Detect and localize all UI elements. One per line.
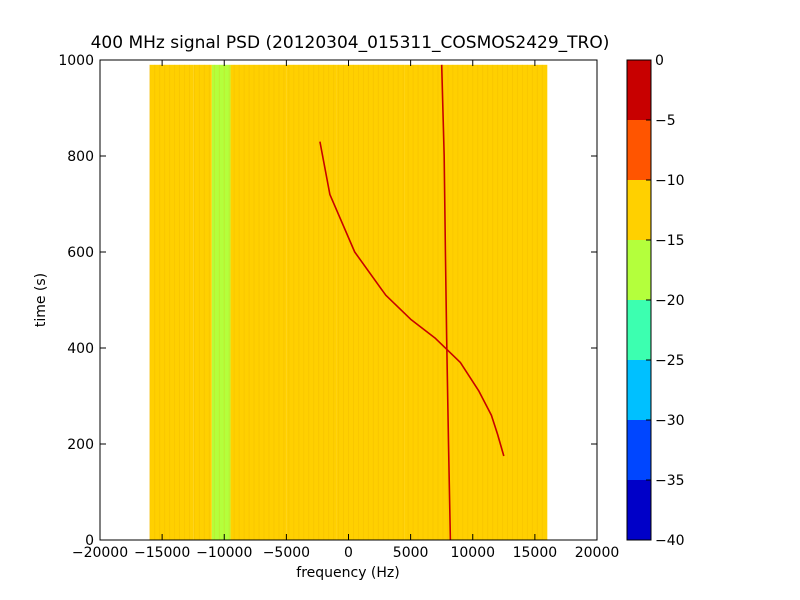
x-tick-label: −10000 — [196, 545, 252, 561]
psd-band-0 — [149, 64, 194, 541]
y-tick-label: 0 — [85, 533, 94, 549]
y-tick-label: 600 — [67, 245, 94, 261]
x-axis-label: frequency (Hz) — [296, 565, 399, 581]
y-axis-label: time (s) — [33, 273, 49, 327]
colorbar-tick-label: −5 — [655, 113, 676, 129]
colorbar-tick-label: −25 — [655, 353, 685, 369]
colorbar-tick-label: −30 — [655, 413, 685, 429]
x-tick-label: 20000 — [575, 545, 620, 561]
psd-band-1 — [193, 64, 212, 541]
psd-band-6 — [404, 64, 548, 541]
chart-title: 400 MHz signal PSD (20120304_015311_COSM… — [91, 33, 610, 53]
psd-band-4 — [286, 64, 337, 541]
y-tick-label: 200 — [67, 437, 94, 453]
x-tick-label: −15000 — [134, 545, 190, 561]
colorbar-tick-label: −20 — [655, 293, 685, 309]
colorbar-tick-label: −35 — [655, 473, 685, 489]
colorbar-segment — [627, 360, 651, 420]
colorbar-segment — [627, 420, 651, 480]
y-tick-label: 800 — [67, 149, 94, 165]
carrier-line — [440, 64, 452, 541]
psd-texture — [149, 64, 543, 540]
psd-band-2 — [211, 64, 231, 541]
colorbar-segment — [627, 60, 651, 120]
y-tick-label: 400 — [67, 341, 94, 357]
x-tick-label: 10000 — [450, 545, 495, 561]
y-tick-label: 1000 — [58, 53, 94, 69]
colorbar-segment — [627, 480, 651, 540]
doppler-track — [319, 141, 505, 457]
colorbar-segment — [627, 120, 651, 180]
psd-band-3 — [230, 64, 287, 541]
x-tick-label: 0 — [344, 545, 353, 561]
x-tick-label: 5000 — [393, 545, 429, 561]
colorbar-tick-label: −40 — [655, 533, 685, 549]
colorbar-tick-label: 0 — [655, 53, 664, 69]
x-tick-label: −20000 — [72, 545, 128, 561]
x-tick-label: −5000 — [263, 545, 310, 561]
colorbar-segment — [627, 180, 651, 240]
colorbar-tick-label: −10 — [655, 173, 685, 189]
colorbar-segment — [627, 240, 651, 300]
x-tick-label: 15000 — [513, 545, 558, 561]
colorbar-segment — [627, 300, 651, 360]
colorbar-tick-label: −15 — [655, 233, 685, 249]
colorbar: −40 −35 −30 −25 −20 −15 −10 −5 0 — [626, 53, 685, 549]
plot-area: −20000 −15000 −10000 −5000 0 5000 10000 15000 20… — [58, 53, 619, 561]
